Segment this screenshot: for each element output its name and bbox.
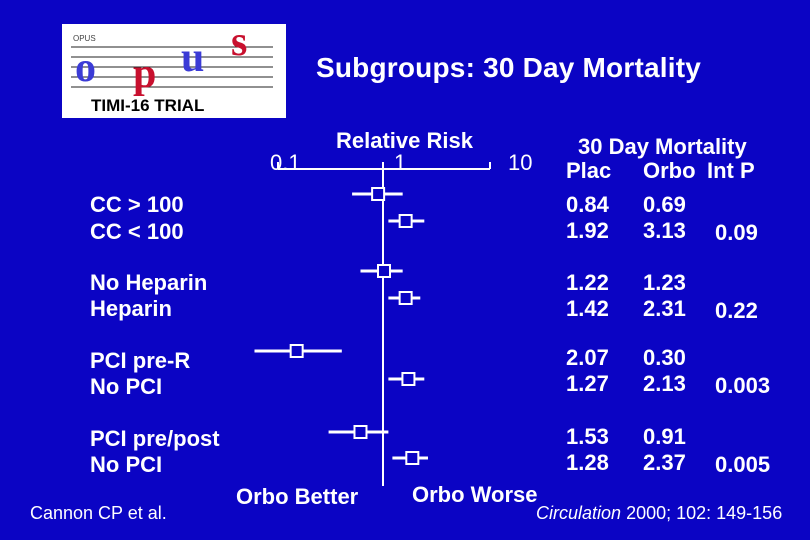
point-estimate [405, 451, 420, 465]
row-label: PCI pre/post [90, 426, 220, 451]
orbo-value: 0.91 [643, 424, 686, 449]
col-plac-header: Plac [566, 158, 612, 183]
orbo-value: 0.30 [643, 345, 686, 370]
int-p-value: 0.003 [715, 373, 771, 398]
opus-timi16-logo: OPUS o p u s TIMI-16 TRIAL [62, 24, 286, 118]
journal-citation: Circulation 2000; 102: 149-156 [536, 503, 782, 524]
point-estimate [289, 344, 304, 358]
plac-value: 2.07 [566, 345, 609, 370]
axis-header: Relative Risk [336, 128, 473, 153]
col-int-p-header: Int P [707, 158, 755, 183]
journal-name: Circulation [536, 503, 622, 523]
logo-small-text: OPUS [73, 34, 96, 43]
int-p-value: 0.22 [715, 298, 758, 323]
point-estimate [398, 291, 413, 305]
orbo-value: 2.13 [643, 371, 686, 396]
plac-value: 1.53 [566, 424, 609, 449]
row-label: No PCI [90, 374, 163, 399]
svg-text:o: o [75, 45, 96, 91]
orbo-value: 2.37 [643, 450, 686, 475]
plac-value: 1.22 [566, 270, 609, 295]
logo-banner: TIMI-16 TRIAL [91, 96, 204, 115]
int-p-value: 0.09 [715, 220, 758, 245]
point-estimate [377, 264, 391, 278]
svg-text:u: u [181, 35, 204, 81]
tick-label-low: 0.1 [270, 150, 301, 175]
orbo-worse-label: Orbo Worse [412, 482, 538, 507]
point-estimate [353, 425, 368, 439]
int-p-value: 0.005 [715, 452, 771, 477]
plac-value: 0.84 [566, 192, 609, 217]
point-estimate [398, 214, 413, 228]
table-header: 30 Day Mortality [578, 134, 747, 159]
slide-title: Subgroups: 30 Day Mortality [316, 52, 702, 83]
point-estimate [401, 372, 416, 386]
svg-text:p: p [133, 51, 156, 97]
tick-label-high: 10 [508, 150, 533, 175]
col-orbo-header: Orbo [643, 158, 696, 183]
row-label: Heparin [90, 296, 172, 321]
citation-left: Cannon CP et al. [30, 503, 167, 523]
row-label: CC < 100 [90, 219, 184, 244]
svg-text:s: s [231, 25, 247, 65]
plac-value: 1.42 [566, 296, 609, 321]
journal-ref: 2000; 102: 149-156 [626, 503, 783, 523]
row-label: No Heparin [90, 270, 208, 295]
row-label: No PCI [90, 452, 163, 477]
plac-value: 1.92 [566, 218, 609, 243]
orbo-value: 0.69 [643, 192, 686, 217]
orbo-better-label: Orbo Better [236, 484, 359, 509]
logo-graphic: OPUS o p u s TIMI-16 TRIAL [71, 25, 273, 115]
orbo-value: 2.31 [643, 296, 686, 321]
orbo-value: 3.13 [643, 218, 686, 243]
row-label: CC > 100 [90, 192, 184, 217]
row-label: PCI pre-R [90, 348, 191, 373]
plac-value: 1.27 [566, 371, 609, 396]
point-estimate [371, 187, 386, 201]
orbo-value: 1.23 [643, 270, 686, 295]
plac-value: 1.28 [566, 450, 609, 475]
